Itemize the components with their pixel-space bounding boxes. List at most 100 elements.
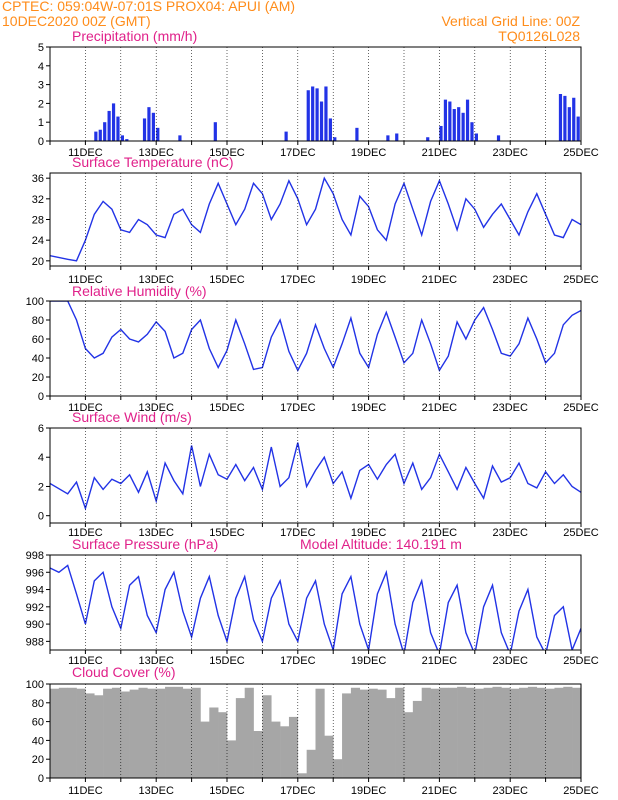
precip-bar: [147, 107, 151, 141]
pressure-y-tick-label: 990: [26, 619, 44, 631]
precip-bar: [439, 125, 443, 141]
cloud-x-tick-label: 25DEC: [563, 785, 599, 797]
header-grid-note: Vertical Grid Line: 00Z: [441, 13, 580, 29]
pressure-title: Surface Pressure (hPa): [72, 536, 218, 552]
precip-bar: [142, 118, 147, 141]
cloud-bar: [333, 759, 343, 778]
cloud-y-tick-label: 20: [32, 754, 44, 766]
pressure-y-tick-label: 996: [26, 567, 44, 579]
cloud-bar: [244, 687, 254, 778]
pressure-y-tick-label: 988: [26, 636, 44, 648]
temperature-y-tick-label: 28: [32, 215, 44, 227]
pressure-annotation: Model Altitude: 140.191 m: [300, 536, 462, 552]
temperature-marks: [50, 176, 581, 262]
precipitation-x-tick-label: 17DEC: [280, 147, 316, 159]
cloud-frame: [49, 683, 582, 779]
precip-bar: [328, 118, 332, 141]
precip-bar: [213, 122, 217, 141]
wind-x-tick-label: 25DEC: [563, 527, 599, 539]
cloud-bar: [536, 687, 546, 778]
cloud-bar: [412, 700, 422, 778]
precip-bar: [311, 86, 315, 141]
temperature-line: [50, 176, 581, 262]
pressure-x-tick-label: 21DEC: [422, 655, 458, 667]
temperature-x-tick-label: 17DEC: [280, 274, 316, 286]
cloud-bar: [129, 689, 139, 778]
cloud-bar: [156, 688, 166, 778]
cloud-bar: [545, 688, 555, 778]
precipitation-y-tick-label: 5: [38, 42, 44, 54]
cloud-bar: [439, 687, 449, 778]
header-run-time: 10DEC2020 00Z (GMT): [2, 13, 151, 29]
precipitation-x-tick-label: 23DEC: [492, 147, 528, 159]
precip-bar: [443, 99, 448, 141]
cloud-bar: [563, 686, 573, 778]
precip-bar: [116, 116, 120, 141]
precip-bar: [470, 122, 474, 141]
cloud-y-tick-label: 100: [26, 679, 44, 691]
pressure-x-tick-label: 23DEC: [492, 655, 528, 667]
temperature-x-tick-label: 19DEC: [351, 274, 387, 286]
pressure-y-tick-label: 994: [26, 585, 44, 597]
wind-y-tick-label: 0: [38, 511, 44, 523]
cloud-y-tick-label: 80: [32, 698, 44, 710]
cloud-bar: [200, 721, 210, 778]
precip-bar: [284, 131, 288, 141]
temperature-x-tick-label: 21DEC: [422, 274, 458, 286]
cloud-bar: [280, 726, 290, 778]
precip-bar: [319, 101, 324, 141]
panel-relative-humidity: Relative Humidity (%) 0 20 40 60 80 100 11DEC 13…: [26, 283, 599, 414]
humidity-y-tick-label: 20: [32, 372, 44, 384]
panel-precipitation: Precipitation (mm/h) 0 1 2 3 4 5 11DEC 13DEC 15DE…: [38, 28, 599, 159]
precip-bar: [572, 97, 576, 141]
cloud-bar: [235, 698, 245, 778]
wind-x-tick-label: 17DEC: [280, 527, 316, 539]
precip-bar: [426, 137, 430, 141]
cloud-bar: [395, 687, 405, 778]
precip-bar: [452, 109, 456, 141]
temperature-y-tick-label: 36: [32, 173, 44, 185]
precipitation-x-tick-label: 15DEC: [209, 147, 245, 159]
precipitation-x-tick-label: 13DEC: [138, 147, 174, 159]
cloud-bar: [465, 687, 476, 778]
precip-bar: [461, 112, 465, 141]
cloud-marks: [50, 686, 581, 778]
precip-bar: [111, 103, 116, 141]
cloud-bar: [165, 686, 175, 778]
cloud-bar: [386, 698, 396, 778]
humidity-x-tick-label: 19DEC: [351, 402, 387, 414]
cloud-bar: [58, 687, 68, 778]
humidity-x-tick-label: 11DEC: [68, 402, 103, 414]
precip-bar: [333, 137, 337, 141]
cloud-bar: [173, 686, 184, 778]
precip-bar: [156, 127, 160, 141]
precip-bar: [306, 90, 310, 141]
humidity-x-tick-label: 13DEC: [138, 402, 174, 414]
precip-bar: [465, 99, 470, 141]
cloud-y-tick-label: 60: [32, 717, 44, 729]
pressure-y-tick-label: 998: [26, 550, 44, 562]
pressure-x-tick-label: 11DEC: [68, 655, 103, 667]
wind-x-tick-label: 19DEC: [351, 527, 387, 539]
cloud-bar: [342, 693, 352, 778]
cloud-bar: [111, 687, 122, 778]
precip-bar: [386, 135, 390, 141]
precipitation-x-tick-label: 19DEC: [351, 147, 387, 159]
panel-surface-pressure: Surface Pressure (hPa) Model Altitude: 14…: [26, 536, 599, 667]
wind-x-tick-label: 15DEC: [209, 527, 245, 539]
wind-y-tick-label: 2: [38, 481, 44, 493]
precipitation-marks: [94, 86, 580, 141]
precipitation-y-tick-label: 0: [38, 136, 44, 148]
cloud-y-tick-label: 0: [38, 773, 44, 785]
precip-bar: [563, 95, 567, 141]
precipitation-y-tick-label: 4: [38, 61, 44, 73]
cloud-bar: [94, 695, 104, 778]
precipitation-x-tick-label: 11DEC: [68, 147, 103, 159]
cloud-bar: [85, 693, 95, 778]
temperature-x-tick-label: 15DEC: [209, 274, 245, 286]
cloud-bar: [359, 689, 369, 778]
wind-y-tick-label: 4: [38, 452, 44, 464]
precip-bar: [125, 139, 129, 141]
wind-x-tick-label: 23DEC: [492, 527, 528, 539]
